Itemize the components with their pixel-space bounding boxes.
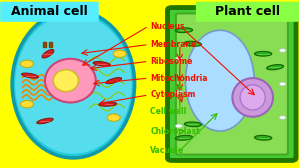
Circle shape bbox=[279, 82, 286, 86]
Text: Membrane: Membrane bbox=[150, 40, 196, 49]
Bar bbox=[49, 42, 52, 47]
Circle shape bbox=[20, 60, 33, 68]
Text: Vacuole: Vacuole bbox=[150, 146, 184, 155]
Ellipse shape bbox=[254, 51, 272, 56]
Circle shape bbox=[107, 114, 120, 121]
Ellipse shape bbox=[42, 49, 54, 58]
Ellipse shape bbox=[45, 59, 96, 102]
Text: Mitochondria: Mitochondria bbox=[150, 74, 208, 83]
Circle shape bbox=[20, 100, 33, 108]
Circle shape bbox=[279, 116, 286, 120]
Ellipse shape bbox=[184, 41, 202, 46]
Text: Cytoplasm: Cytoplasm bbox=[150, 90, 196, 99]
Ellipse shape bbox=[184, 122, 202, 127]
Ellipse shape bbox=[254, 135, 272, 140]
Text: Nucleus: Nucleus bbox=[150, 22, 185, 31]
Circle shape bbox=[175, 124, 182, 128]
Circle shape bbox=[279, 48, 286, 52]
Ellipse shape bbox=[53, 70, 78, 92]
Text: Cell wall: Cell wall bbox=[150, 107, 186, 116]
Bar bbox=[43, 42, 46, 47]
Ellipse shape bbox=[175, 28, 193, 33]
Circle shape bbox=[113, 50, 126, 57]
Text: Animal cell: Animal cell bbox=[11, 5, 88, 18]
Text: Chloroplast: Chloroplast bbox=[150, 127, 200, 136]
Ellipse shape bbox=[240, 85, 265, 110]
Ellipse shape bbox=[267, 65, 283, 70]
Ellipse shape bbox=[37, 118, 53, 124]
Ellipse shape bbox=[93, 61, 110, 66]
Ellipse shape bbox=[99, 102, 117, 106]
Circle shape bbox=[175, 57, 182, 61]
Ellipse shape bbox=[106, 78, 122, 84]
Ellipse shape bbox=[185, 30, 254, 131]
Text: Ribosome: Ribosome bbox=[150, 57, 193, 66]
Ellipse shape bbox=[22, 73, 39, 78]
Ellipse shape bbox=[15, 14, 132, 154]
FancyBboxPatch shape bbox=[167, 8, 296, 160]
FancyBboxPatch shape bbox=[176, 13, 288, 155]
Text: Plant cell: Plant cell bbox=[215, 5, 280, 18]
FancyBboxPatch shape bbox=[0, 2, 99, 22]
Ellipse shape bbox=[12, 10, 135, 158]
Ellipse shape bbox=[176, 135, 193, 140]
Circle shape bbox=[175, 90, 182, 94]
Ellipse shape bbox=[232, 78, 273, 117]
FancyBboxPatch shape bbox=[196, 2, 299, 22]
